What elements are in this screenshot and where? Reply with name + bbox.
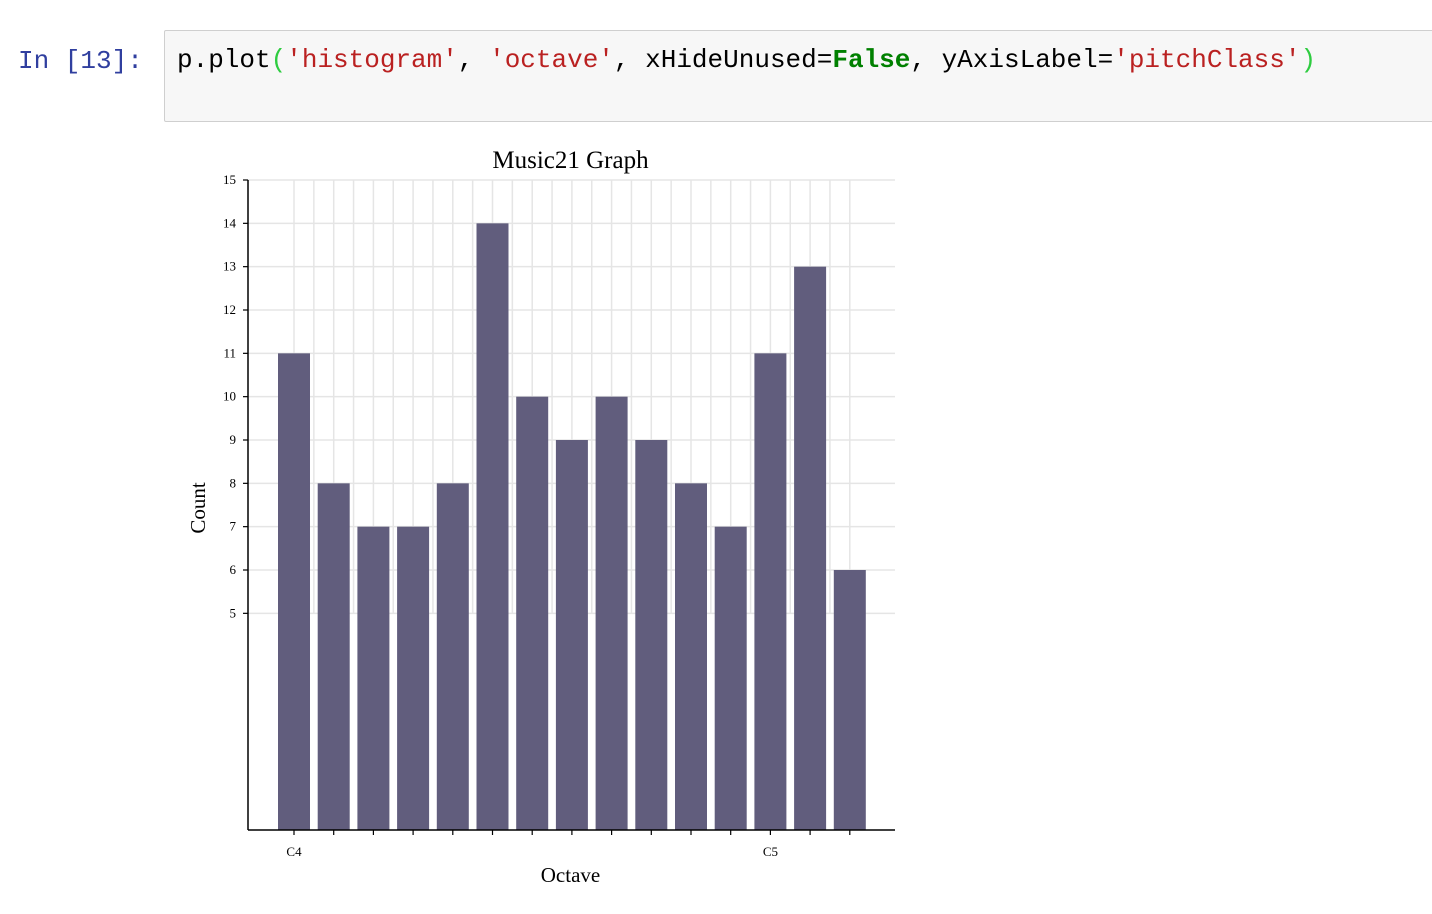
bar bbox=[397, 526, 430, 830]
bar bbox=[675, 483, 707, 830]
bar bbox=[476, 223, 509, 830]
code-token: 'octave' bbox=[489, 45, 614, 75]
y-tick-label: 11 bbox=[223, 345, 236, 360]
y-tick-label: 9 bbox=[230, 432, 237, 447]
bar bbox=[278, 353, 310, 830]
y-tick-label: 5 bbox=[230, 605, 237, 620]
y-tick-label: 8 bbox=[230, 475, 237, 490]
bar bbox=[833, 570, 866, 830]
histogram-chart: 5 6 7 8 9 10 11 12 13 14 15 C4 C5 Music21 Graph Octave… bbox=[186, 147, 895, 887]
bar bbox=[436, 483, 469, 830]
y-tick-label: 6 bbox=[230, 562, 237, 577]
y-tick-label: 13 bbox=[223, 259, 236, 274]
x-axis-label: Octave bbox=[541, 863, 600, 887]
code-token: p.plot bbox=[177, 45, 271, 75]
code-token: , bbox=[457, 45, 490, 75]
bar bbox=[595, 396, 628, 830]
chart-title: Music21 Graph bbox=[492, 147, 649, 174]
code-token: 'histogram' bbox=[286, 45, 458, 75]
y-tick-label: 12 bbox=[223, 302, 236, 317]
input-prompt: In [13]: bbox=[18, 46, 143, 76]
y-tick-label: 15 bbox=[223, 172, 236, 187]
code-token: ) bbox=[1300, 45, 1317, 75]
y-tick-label: 7 bbox=[230, 519, 237, 534]
code-token: False bbox=[832, 45, 911, 75]
bar bbox=[794, 266, 827, 830]
bar bbox=[555, 440, 588, 830]
code-text: p.plot('histogram', 'octave', xHideUnuse… bbox=[177, 45, 1316, 75]
y-tick-label: 14 bbox=[223, 215, 237, 230]
y-axis-label: Count bbox=[186, 482, 210, 534]
bar bbox=[317, 483, 350, 830]
code-token: , xHideUnused= bbox=[613, 45, 833, 75]
code-token: ( bbox=[270, 45, 287, 75]
x-tick-label: C5 bbox=[763, 844, 778, 859]
code-token: 'pitchClass' bbox=[1113, 45, 1301, 75]
x-tick-label: C4 bbox=[286, 844, 302, 859]
bar bbox=[754, 353, 787, 830]
code-token: , yAxisLabel= bbox=[910, 45, 1114, 75]
cell-output: 5 6 7 8 9 10 11 12 13 14 15 C4 C5 Music21 Graph Octave… bbox=[180, 138, 920, 898]
code-cell-input[interactable]: p.plot('histogram', 'octave', xHideUnuse… bbox=[164, 30, 1432, 122]
bar bbox=[357, 526, 390, 830]
bar bbox=[516, 396, 549, 830]
bar bbox=[635, 440, 668, 830]
y-tick-label: 10 bbox=[223, 389, 236, 404]
bar bbox=[714, 526, 747, 830]
